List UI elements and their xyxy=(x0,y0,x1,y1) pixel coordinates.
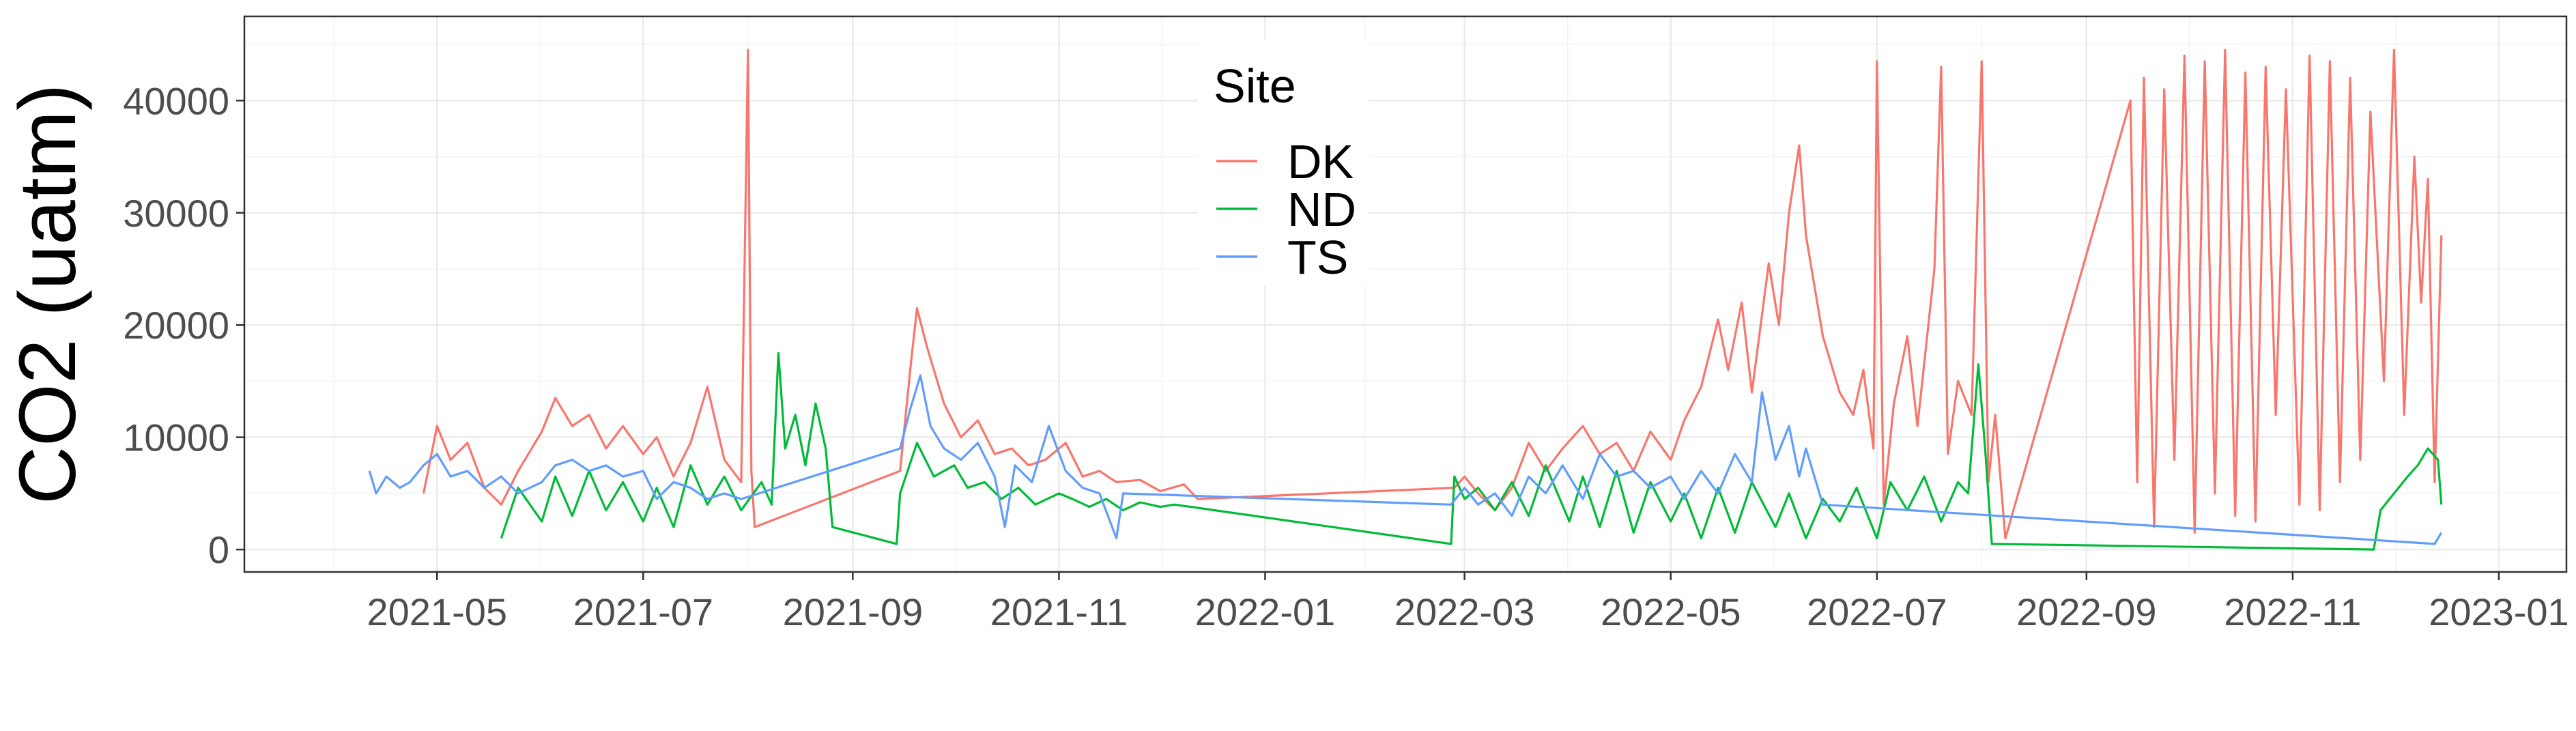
y-axis: 0 10000 20000 30000 40000 xyxy=(123,79,244,571)
x-axis: 2021-05 2021-07 2021-09 2021-11 2022-01 2022-… xyxy=(367,572,2569,633)
legend-title: Site xyxy=(1214,59,1296,113)
x-tick-label: 2022-09 xyxy=(2016,590,2157,633)
legend-label-nd: ND xyxy=(1287,183,1356,236)
legend-background xyxy=(1198,40,1369,285)
x-tick-label: 2022-11 xyxy=(2224,590,2361,633)
series-layer xyxy=(368,48,2443,551)
y-tick-label: 0 xyxy=(208,528,229,571)
x-tick-label: 2022-01 xyxy=(1195,590,1336,633)
grid-major xyxy=(244,16,2566,572)
x-tick-label: 2021-09 xyxy=(783,590,924,633)
legend-label-dk: DK xyxy=(1287,135,1354,188)
y-tick-label: 10000 xyxy=(123,416,229,459)
x-tick-label: 2021-07 xyxy=(573,590,714,633)
x-tick-label: 2022-05 xyxy=(1601,590,1741,633)
y-tick-label: 30000 xyxy=(123,192,229,235)
series-line-ts xyxy=(368,374,2443,545)
y-tick-label: 40000 xyxy=(123,79,229,122)
series-line-nd xyxy=(500,352,2443,551)
x-tick-label: 2022-07 xyxy=(1807,590,1947,633)
x-tick-label: 2022-03 xyxy=(1394,590,1535,633)
x-tick-label: 2021-11 xyxy=(990,590,1128,633)
x-tick-label: 2021-05 xyxy=(367,590,508,633)
y-axis-title: CO2 (uatm) xyxy=(3,84,93,504)
series-line-dk xyxy=(422,48,2443,540)
legend-label-ts: TS xyxy=(1287,231,1348,284)
panel-border xyxy=(243,15,2568,573)
x-tick-label: 2023-01 xyxy=(2429,590,2569,633)
y-tick-label: 20000 xyxy=(123,304,229,347)
